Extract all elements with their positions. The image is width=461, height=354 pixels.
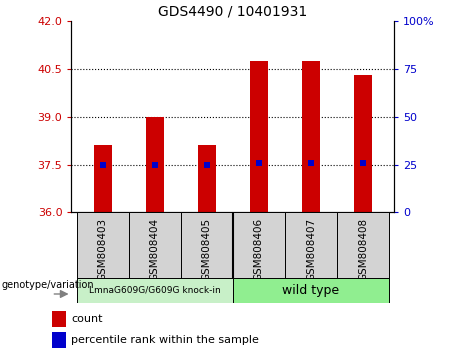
Text: GSM808403: GSM808403 <box>98 218 108 281</box>
Text: genotype/variation: genotype/variation <box>1 280 94 290</box>
Text: GSM808405: GSM808405 <box>202 218 212 281</box>
Text: wild type: wild type <box>282 284 339 297</box>
Bar <box>337 212 389 278</box>
Bar <box>129 212 181 278</box>
Bar <box>94 145 112 212</box>
Text: GSM808406: GSM808406 <box>254 218 264 281</box>
Bar <box>146 117 164 212</box>
Bar <box>198 145 216 212</box>
Bar <box>181 212 233 278</box>
Bar <box>233 278 389 303</box>
Text: GSM808404: GSM808404 <box>150 218 160 281</box>
Bar <box>77 212 129 278</box>
Bar <box>52 311 65 327</box>
Title: GDS4490 / 10401931: GDS4490 / 10401931 <box>158 5 307 19</box>
Bar <box>354 75 372 212</box>
Bar <box>233 212 285 278</box>
Bar <box>77 278 233 303</box>
Bar <box>285 212 337 278</box>
Bar <box>52 332 65 348</box>
Text: LmnaG609G/G609G knock-in: LmnaG609G/G609G knock-in <box>89 286 221 295</box>
Text: GSM808408: GSM808408 <box>358 218 368 281</box>
Text: percentile rank within the sample: percentile rank within the sample <box>71 335 259 345</box>
Text: count: count <box>71 314 102 324</box>
Text: GSM808407: GSM808407 <box>306 218 316 281</box>
Bar <box>302 61 320 212</box>
Bar <box>250 61 268 212</box>
